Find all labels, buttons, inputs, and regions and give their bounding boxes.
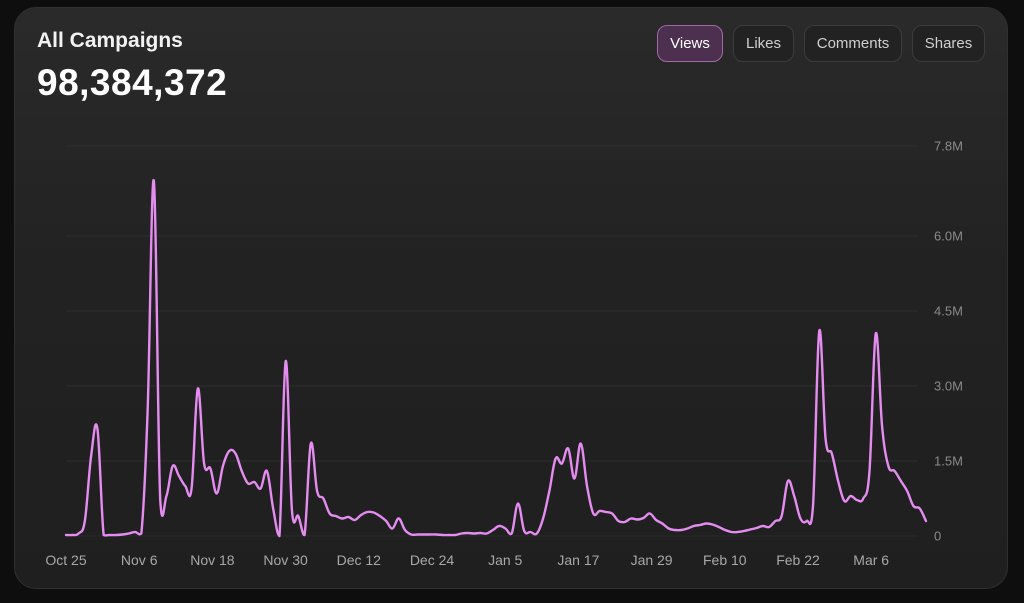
tab-likes[interactable]: Likes [733, 25, 794, 62]
series-line-views [64, 179, 928, 538]
x-tick-label: Mar 6 [853, 552, 889, 568]
y-axis-ticks: 0 1.5M 3.0M 4.5M 6.0M 7.8M [934, 139, 963, 544]
x-tick-label: Jan 29 [631, 552, 673, 568]
y-tick-label: 7.8M [934, 139, 963, 154]
x-tick-label: Jan 17 [557, 552, 599, 568]
tab-shares[interactable]: Shares [912, 25, 985, 62]
x-tick-label: Nov 30 [263, 552, 308, 568]
x-tick-label: Feb 10 [703, 552, 747, 568]
tab-views[interactable]: Views [657, 25, 723, 62]
x-tick-label: Jan 5 [488, 552, 522, 568]
total-value: 98,384,372 [37, 62, 228, 103]
series-layer [64, 179, 928, 538]
x-tick-label: Dec 24 [410, 552, 455, 568]
y-tick-label: 0 [934, 529, 941, 544]
y-tick-label: 3.0M [934, 379, 963, 394]
tab-comments[interactable]: Comments [804, 25, 902, 62]
x-tick-label: Dec 12 [337, 552, 382, 568]
y-tick-label: 4.5M [934, 304, 963, 319]
chart-card [14, 7, 1008, 589]
x-tick-label: Feb 22 [776, 552, 820, 568]
x-tick-label: Nov 6 [121, 552, 158, 568]
y-tick-label: 6.0M [934, 229, 963, 244]
y-tick-label: 1.5M [934, 454, 963, 469]
x-tick-label: Oct 25 [45, 552, 86, 568]
chart-title: All Campaigns [37, 29, 183, 52]
grid-lines [66, 145, 918, 537]
x-tick-label: Nov 18 [190, 552, 235, 568]
x-axis-ticks: Oct 25 Nov 6 Nov 18 Nov 30 Dec 12 Dec 24 Jan 5… [45, 552, 889, 568]
